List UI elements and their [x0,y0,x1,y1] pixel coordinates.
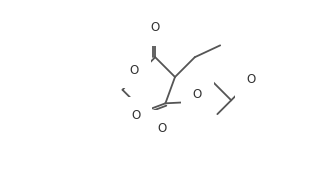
Text: O: O [130,64,139,77]
Text: O: O [246,73,256,86]
Text: O: O [151,21,160,34]
Text: O: O [132,109,141,122]
Text: O: O [193,88,202,101]
Text: O: O [158,122,167,135]
